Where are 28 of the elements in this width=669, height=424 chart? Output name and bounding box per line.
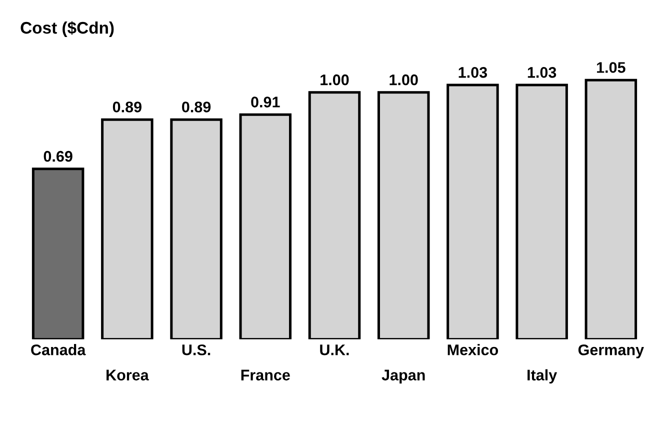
x-tick-label: U.S. xyxy=(182,344,210,356)
data-label: 1.03 xyxy=(528,67,556,78)
data-label: 0.89 xyxy=(112,102,142,112)
data-label: 1.00 xyxy=(320,74,349,86)
bar xyxy=(101,118,154,340)
bar xyxy=(32,168,84,340)
bar xyxy=(170,118,222,340)
x-tick-label: Japan xyxy=(382,370,425,384)
x-tick-label: Korea xyxy=(106,370,149,380)
data-label: 1.03 xyxy=(458,67,488,78)
x-tick-label: Canada xyxy=(31,344,86,356)
data-label: 1.00 xyxy=(390,74,418,86)
data-label: 0.69 xyxy=(44,150,72,162)
bar xyxy=(516,84,568,340)
bar xyxy=(239,113,292,340)
x-tick-label: Germany xyxy=(578,344,644,358)
bar xyxy=(584,78,638,340)
x-tick-label: Mexico xyxy=(448,344,498,356)
x-tick-label: U.K. xyxy=(320,344,349,356)
bar xyxy=(377,91,430,340)
bar xyxy=(308,91,361,340)
x-tick-label: Italy xyxy=(528,369,558,384)
x-tick-label: France xyxy=(241,370,290,380)
data-label: 0.89 xyxy=(182,102,211,112)
chart-title: Cost ($Cdn) xyxy=(20,21,114,38)
data-label: 1.05 xyxy=(597,62,626,73)
data-label: 0.91 xyxy=(251,96,280,108)
bar xyxy=(446,84,499,340)
